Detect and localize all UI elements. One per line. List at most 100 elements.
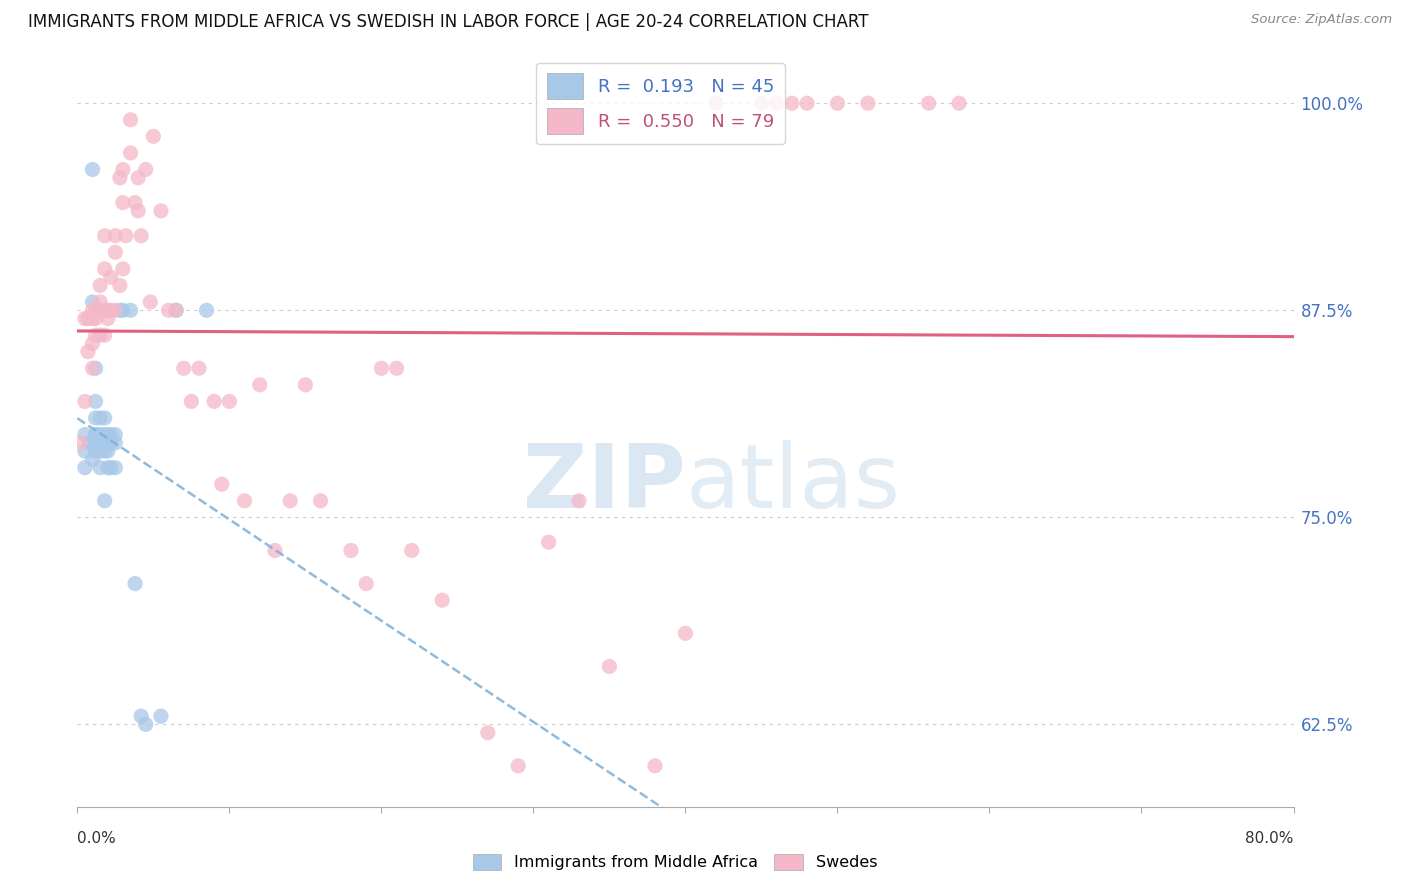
Point: [675, 626, 697, 640]
Point: [127, 203, 149, 218]
Point: [73, 311, 96, 326]
Point: [82, 435, 104, 450]
Point: [139, 295, 162, 310]
Point: [93, 493, 115, 508]
Text: 80.0%: 80.0%: [1246, 831, 1294, 846]
Point: [84, 394, 107, 409]
Point: [93, 435, 115, 450]
Point: [149, 709, 172, 723]
Point: [111, 195, 134, 210]
Point: [180, 394, 202, 409]
Point: [97, 311, 120, 326]
Point: [477, 725, 499, 739]
Point: [89, 411, 111, 425]
Point: [104, 460, 127, 475]
Point: [108, 303, 131, 318]
Point: [294, 377, 316, 392]
Point: [354, 576, 377, 591]
Point: [104, 427, 127, 442]
Point: [82, 336, 104, 351]
Point: [568, 493, 591, 508]
Point: [89, 435, 111, 450]
Point: [100, 270, 122, 285]
Text: 0.0%: 0.0%: [77, 831, 117, 846]
Point: [135, 162, 157, 177]
Point: [120, 303, 142, 318]
Point: [84, 311, 107, 326]
Point: [89, 328, 111, 343]
Point: [401, 543, 423, 558]
Point: [704, 96, 727, 111]
Point: [111, 261, 134, 276]
Point: [93, 303, 115, 318]
Point: [84, 444, 107, 458]
Point: [370, 361, 392, 376]
Point: [73, 427, 96, 442]
Point: [89, 460, 111, 475]
Point: [218, 394, 240, 409]
Point: [948, 96, 970, 111]
Point: [309, 493, 332, 508]
Point: [188, 361, 211, 376]
Point: [111, 162, 134, 177]
Point: [127, 170, 149, 185]
Point: [165, 303, 187, 318]
Point: [432, 593, 454, 607]
Point: [278, 493, 301, 508]
Point: [780, 96, 803, 111]
Point: [84, 361, 107, 376]
Point: [73, 394, 96, 409]
Point: [129, 228, 152, 243]
Point: [82, 311, 104, 326]
Point: [598, 659, 620, 673]
Point: [93, 328, 115, 343]
Point: [644, 759, 666, 773]
Point: [918, 96, 941, 111]
Point: [157, 303, 180, 318]
Point: [82, 295, 104, 310]
Point: [100, 460, 122, 475]
Point: [100, 303, 122, 318]
Point: [195, 303, 218, 318]
Point: [84, 427, 107, 442]
Point: [93, 261, 115, 276]
Point: [249, 377, 271, 392]
Point: [202, 394, 225, 409]
Point: [120, 112, 142, 127]
Point: [124, 195, 146, 210]
Point: [211, 477, 233, 491]
Point: [264, 543, 287, 558]
Point: [385, 361, 408, 376]
Point: [84, 427, 107, 442]
Point: [173, 361, 195, 376]
Point: [142, 129, 165, 144]
Point: [537, 535, 560, 549]
Point: [77, 311, 100, 326]
Text: atlas: atlas: [686, 440, 901, 526]
Point: [97, 460, 120, 475]
Point: [79, 435, 101, 450]
Point: [69, 435, 91, 450]
Point: [73, 444, 96, 458]
Point: [108, 170, 131, 185]
Point: [97, 427, 120, 442]
Point: [82, 303, 104, 318]
Legend: R =  0.193   N = 45, R =  0.550   N = 79: R = 0.193 N = 45, R = 0.550 N = 79: [536, 62, 785, 145]
Point: [89, 444, 111, 458]
Point: [115, 228, 138, 243]
Point: [104, 435, 127, 450]
Point: [89, 435, 111, 450]
Point: [89, 295, 111, 310]
Point: [856, 96, 879, 111]
Point: [751, 96, 773, 111]
Point: [340, 543, 363, 558]
Point: [104, 303, 127, 318]
Point: [84, 411, 107, 425]
Point: [120, 145, 142, 160]
Point: [135, 717, 157, 731]
Point: [108, 278, 131, 293]
Point: [165, 303, 187, 318]
Text: Source: ZipAtlas.com: Source: ZipAtlas.com: [1251, 13, 1392, 27]
Point: [82, 452, 104, 467]
Point: [104, 228, 127, 243]
